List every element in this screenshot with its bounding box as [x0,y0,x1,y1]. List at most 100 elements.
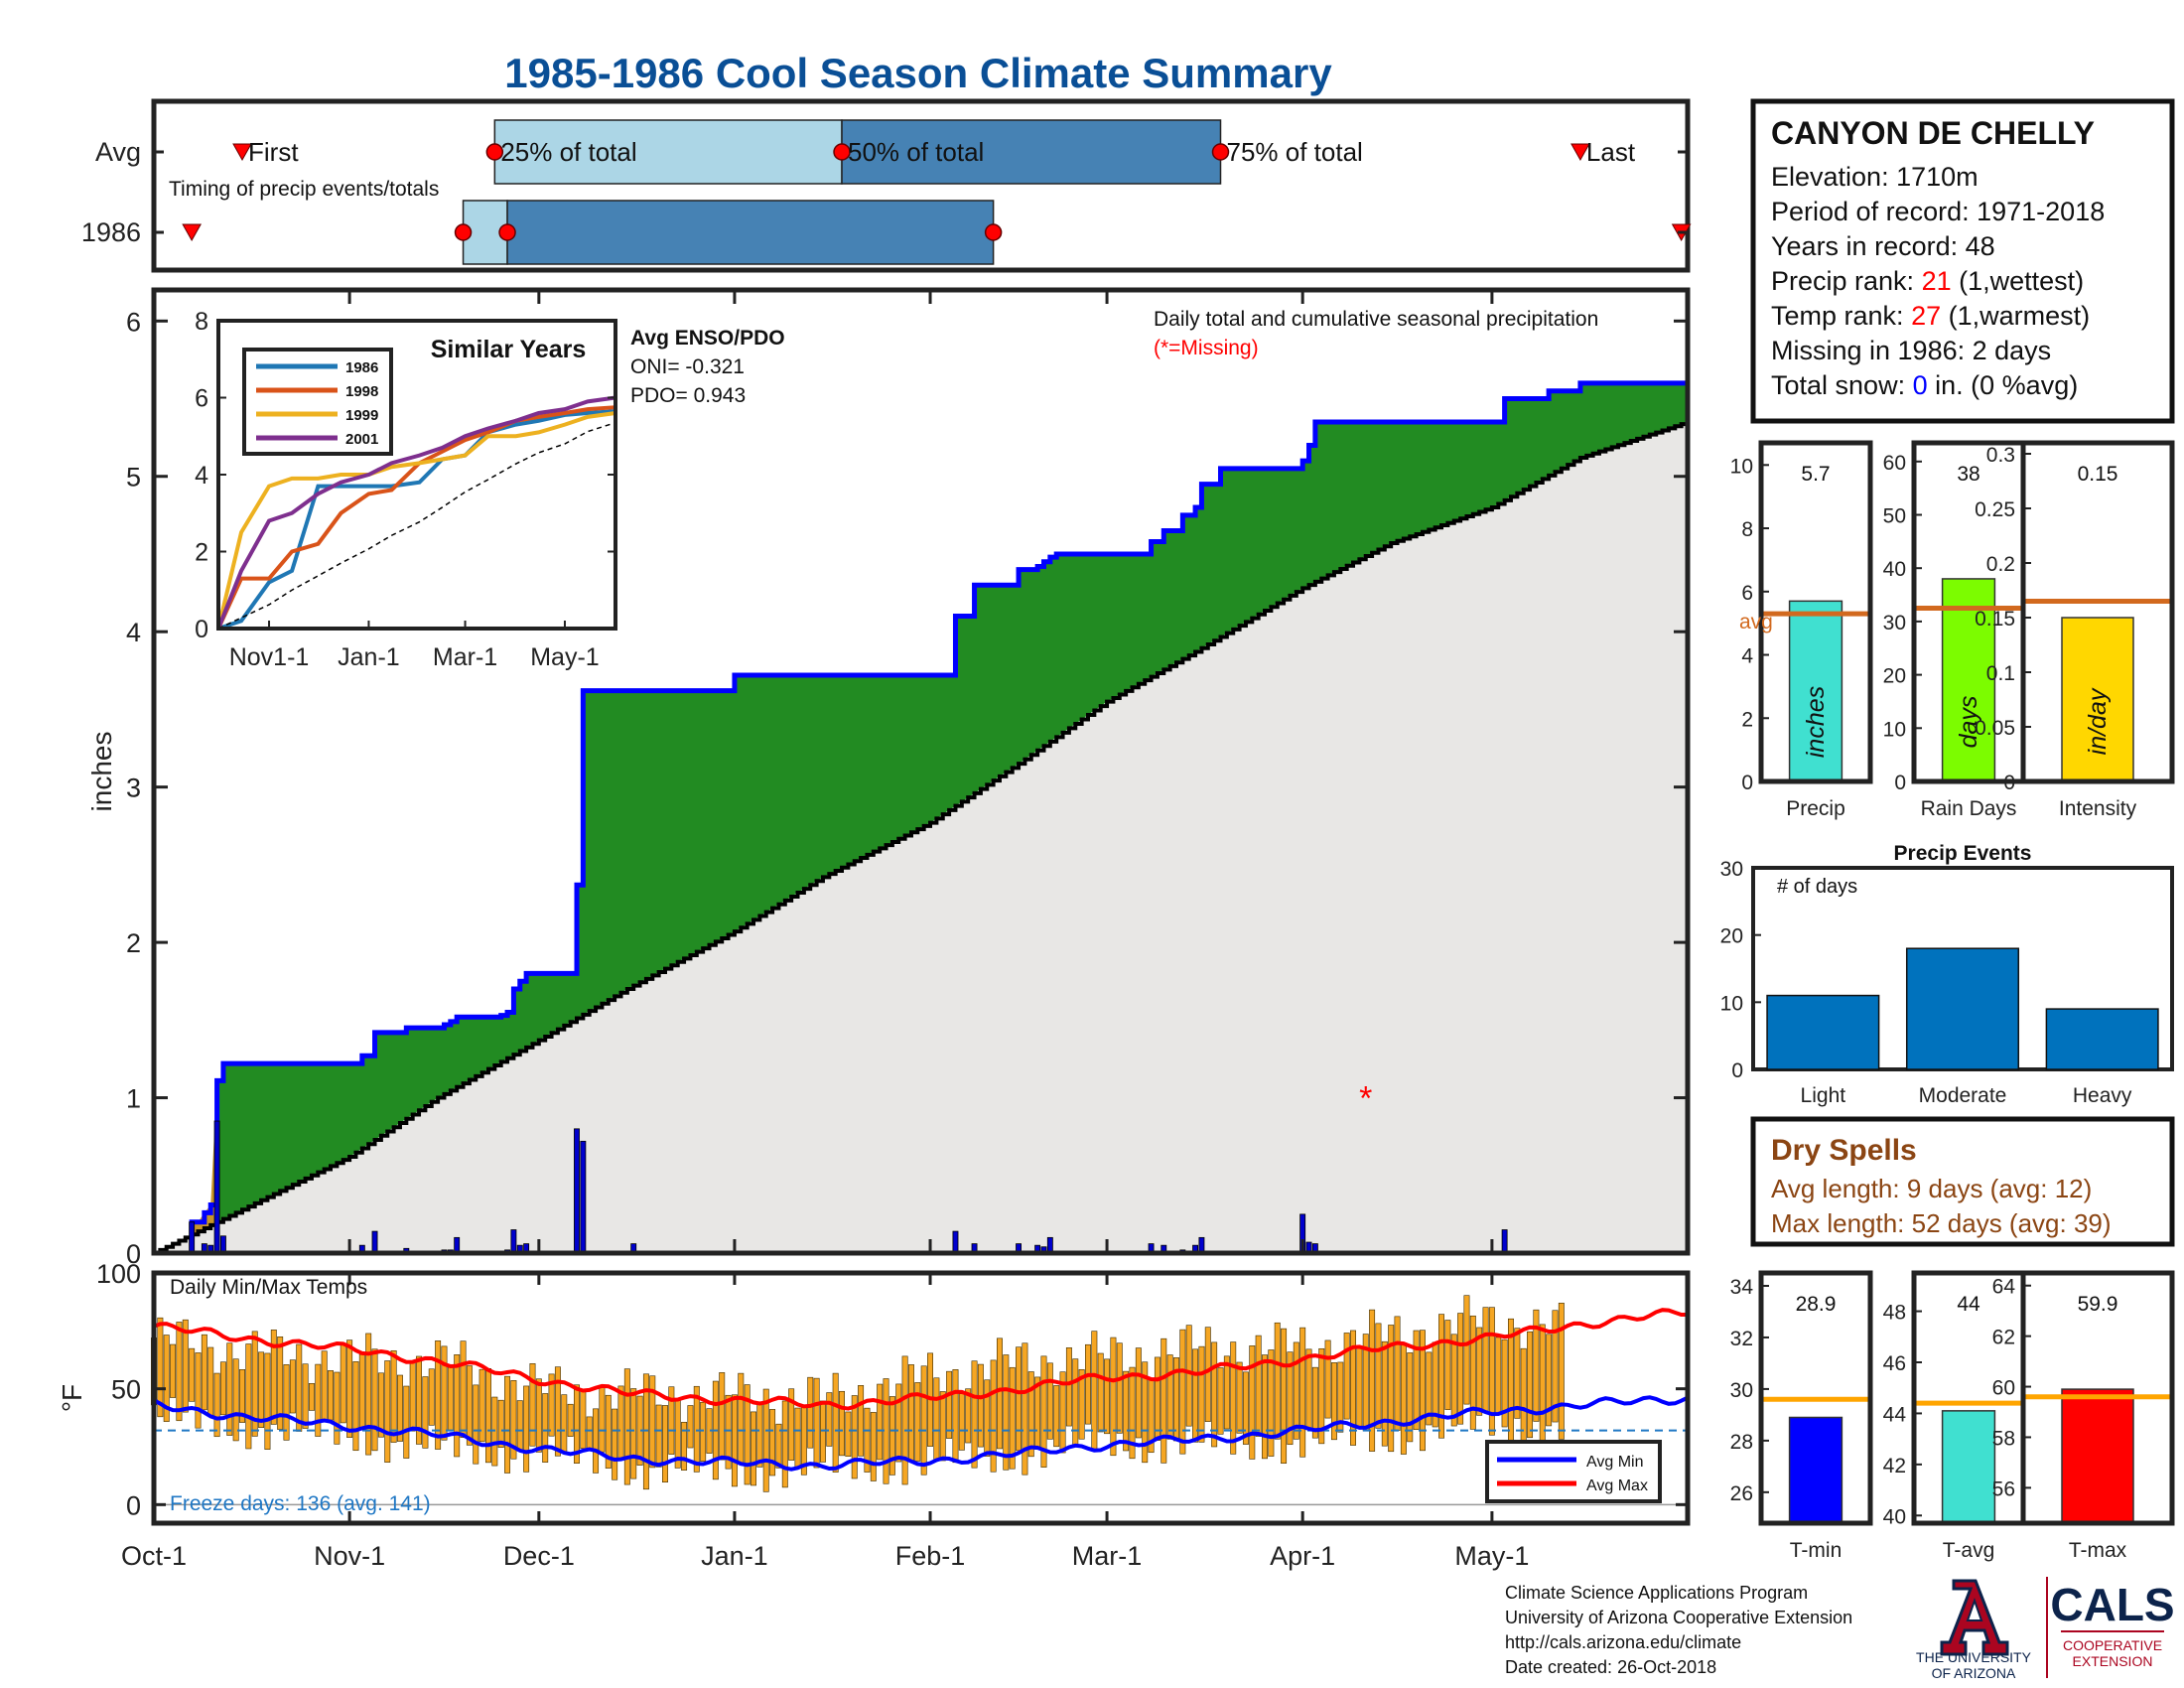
daily-temp-bar [176,1322,183,1422]
daily-temp-bar [681,1422,688,1471]
university-of-arizona-logo: THE UNIVERSITY OF ARIZONA [1916,1579,2032,1681]
season-temp-t-max-tick: 58 [1992,1427,2015,1450]
season-temp-t-avg-bar [1941,1410,1996,1524]
daily-temp-bar [516,1400,523,1452]
season-total-intensity-value: 0.15 [2078,463,2118,486]
daily-temp-bar [1394,1316,1401,1431]
season-total-precip-avg-label: avg [1739,611,1773,633]
season-total-rain-days: 38 0 10 20 30 40 50 60 days Rain Days [1883,440,2026,820]
station-snow: Total snow: 0 in. (0 %avg) [1771,370,2078,400]
surplus-area [154,375,1688,1253]
daily-temp-bar [826,1392,833,1447]
daily-temp-bar [1166,1354,1173,1440]
season-total-rain-days-tick: 50 [1883,504,1906,527]
daily-temp-bar [510,1380,517,1460]
month-label: Apr-1 [1270,1541,1335,1571]
temperature-chart: 0 50 100 °F Daily Min/Max Temps Freeze day… [57,1259,1691,1526]
daily-temp-bar [1533,1309,1540,1422]
inset-legend-label: 1999 [345,407,378,424]
timing-subtitle: Timing of precip events/totals [169,178,439,201]
main-y-tick-label: 2 [126,928,141,958]
daily-temp-bar [599,1384,606,1453]
legend-avg-min: Avg Min [1586,1454,1644,1471]
daily-temp-bar [1450,1334,1457,1427]
month-label: May-1 [1454,1541,1529,1571]
precip-events-category: Light [1801,1084,1846,1107]
daily-temp-bar [719,1372,726,1461]
temp-y-tick-label: 100 [96,1259,141,1289]
main-chart-frame [151,287,1691,1256]
main-y-tick-label: 3 [126,774,141,803]
daily-temp-bar [630,1388,637,1479]
daily-temp-bar [1003,1354,1010,1471]
month-label: Feb-1 [895,1541,966,1571]
daily-temp-bar [700,1401,707,1462]
daily-temp-bar [435,1340,442,1450]
daily-temp-bar [1558,1303,1565,1440]
daily-temp-bar [1016,1346,1023,1452]
footer-line-3: http://cals.arizona.edu/climate [1505,1632,1741,1652]
daily-temp-bar [1268,1349,1275,1457]
daily-temp-bar [858,1385,865,1457]
daily-temp-bar [687,1405,694,1449]
daily-temp-bar [1324,1339,1331,1419]
station-name: CANYON DE CHELLY [1771,115,2095,151]
season-temp-t-min-tick: 34 [1730,1276,1754,1299]
daily-temp-bar [478,1368,485,1443]
temp-y-tick-label: 0 [126,1490,141,1520]
main-annotation: Daily total and cumulative seasonal prec… [1154,308,1598,331]
daily-temp-bar [416,1355,423,1445]
freeze-days-text: Freeze days: 136 (avg. 141) [170,1492,431,1515]
daily-temp-bar [965,1388,972,1444]
daily-temp-bar [321,1350,328,1423]
month-label: Dec-1 [503,1541,575,1571]
timing-label-last: Last [1586,137,1636,167]
timing-label-p25: 25% of total [500,137,636,167]
daily-temp-bar [264,1352,271,1450]
precip-events-bar [2045,1008,2159,1070]
daily-temp-bar [1407,1352,1414,1443]
season-total-precip-tick: 6 [1741,582,1753,605]
daily-temp-bar [1514,1328,1521,1419]
daily-temp-bar [542,1393,549,1463]
daily-temp-bar [340,1342,346,1424]
precip-events-tick: 30 [1720,858,1743,881]
daily-temp-bar [693,1385,700,1473]
daily-temp-bar [1388,1325,1395,1453]
cumulative-precip-line [154,375,1691,1256]
daily-temp-bar [1426,1351,1433,1426]
daily-temp-bar [813,1377,820,1469]
daily-temp-bar [946,1370,953,1439]
daily-temp-bar [163,1335,170,1422]
daily-temp-bar [1369,1309,1376,1452]
daily-precip-bar [1501,1229,1508,1254]
precip-events-tick: 20 [1720,925,1743,948]
main-missing-note: (*=Missing) [1154,337,1259,359]
daily-temp-bar [997,1337,1003,1450]
daily-temp-bar [1400,1342,1407,1455]
season-total-rain-days-tick: 10 [1883,718,1906,741]
season-temp-t-min-tick: 30 [1730,1379,1753,1402]
similar-year-line-1986 [217,409,616,631]
month-label: Nov-1 [314,1541,385,1571]
season-total-intensity-label: Intensity [2059,797,2137,820]
daily-temp-bar [1022,1342,1028,1476]
daily-temp-bar [1217,1367,1224,1435]
daily-temp-bar [1097,1352,1104,1433]
month-axis-labels: Oct-1 Nov-1 Dec-1 Jan-1 Feb-1 Mar-1 Apr-1 May-1 [121,1541,1529,1571]
daily-temp-bar [756,1403,763,1468]
daily-temp-bar [182,1319,189,1413]
daily-temp-bar [662,1405,668,1482]
daily-temp-bar [422,1376,429,1449]
season-temp-t-min-value: 28.9 [1796,1293,1837,1316]
dry-spells-max: Max length: 52 days (avg: 39) [1771,1208,2112,1238]
temp-ylabel: °F [57,1384,87,1412]
daily-temp-bar [1110,1336,1117,1457]
daily-temp-bar [1185,1325,1192,1427]
inset-x-tick-label: Jan-1 [338,643,400,671]
legend-avg-max: Avg Max [1586,1477,1648,1494]
dry-spells-title: Dry Spells [1771,1134,1917,1167]
temp-chart-frame [151,1270,1691,1526]
daily-temp-bar [195,1352,202,1429]
station-period: Period of record: 1971-2018 [1771,197,2105,226]
